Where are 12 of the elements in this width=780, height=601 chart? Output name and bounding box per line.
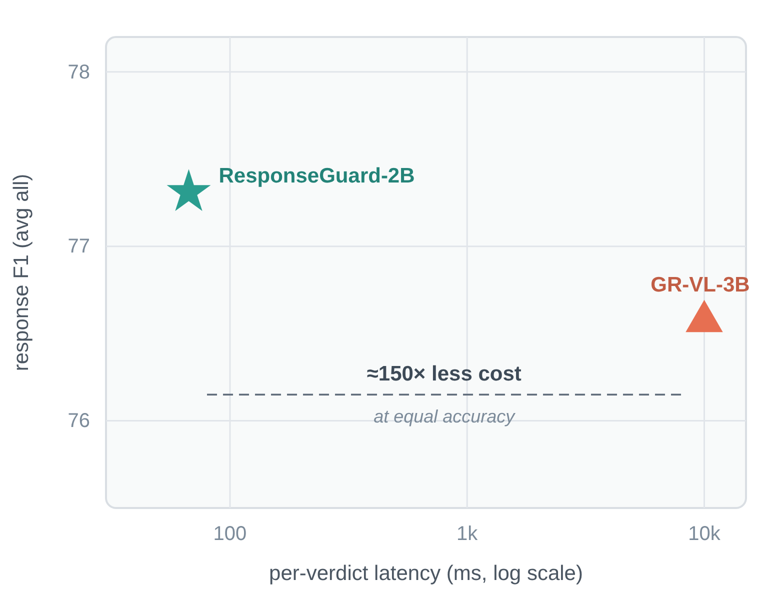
x-tick-label: 10k [688,523,722,546]
x-tick-label: 100 [213,523,247,546]
x-axis-title: per-verdict latency (ms, log scale) [269,562,583,585]
y-tick-label: 77 [68,236,90,258]
y-tick-label: 78 [68,61,90,84]
annotation: ≈150× less cost [366,362,522,386]
series-label: GR-VL-3B [650,273,750,296]
y-tick-label: 76 [68,410,90,432]
x-tick-label: 1k [456,523,479,546]
series-label: ResponseGuard-2B [218,164,415,188]
annotation: at equal accuracy [374,406,516,427]
y-axis-title: response F1 (avg all) [10,174,33,372]
